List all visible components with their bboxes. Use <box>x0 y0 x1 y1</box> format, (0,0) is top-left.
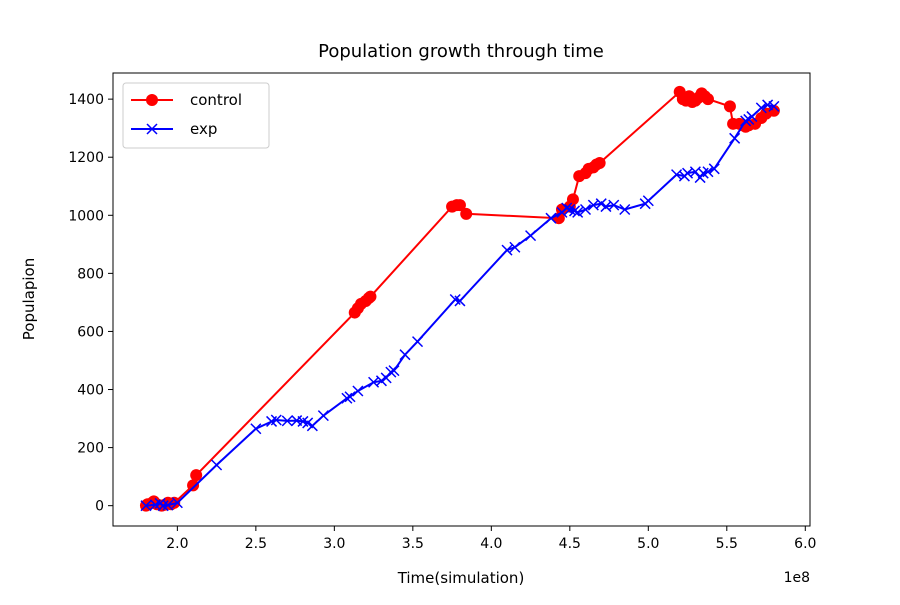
x-tick-label: 2.0 <box>166 536 188 552</box>
y-tick-label: 200 <box>77 441 104 457</box>
data-point-exp <box>525 230 537 242</box>
data-point-exp <box>762 99 774 111</box>
data-point-exp <box>388 365 400 377</box>
data-point-exp <box>454 295 466 307</box>
data-point-exp <box>545 212 557 224</box>
legend-marker-exp <box>146 123 158 135</box>
x-axis-multiplier: 1e8 <box>784 570 810 586</box>
data-point-exp <box>352 385 364 397</box>
data-point-control <box>190 469 203 482</box>
legend-label-control: control <box>190 91 242 109</box>
data-point-exp <box>568 205 581 217</box>
data-point-exp <box>561 202 573 214</box>
data-point-exp <box>729 132 741 144</box>
series-line-exp <box>145 103 775 507</box>
data-point-control <box>593 157 606 170</box>
data-point-exp <box>412 336 424 348</box>
data-point-exp <box>768 100 780 112</box>
x-tick-label: 2.5 <box>245 536 267 552</box>
data-point-exp <box>619 203 631 216</box>
data-point-exp <box>399 349 411 361</box>
data-point-control <box>566 193 579 206</box>
series-control <box>139 85 780 512</box>
legend-marker-control <box>146 94 158 106</box>
x-tick-label: 6.0 <box>794 536 816 552</box>
y-tick-label: 0 <box>95 499 104 515</box>
data-point-exp <box>708 163 720 175</box>
data-point-exp <box>157 500 169 512</box>
data-point-control <box>460 207 473 220</box>
x-axis-label: Time(simulation) <box>397 569 525 587</box>
data-point-exp <box>755 102 767 114</box>
data-point-exp <box>501 244 513 256</box>
y-tick-label: 1000 <box>68 208 104 224</box>
y-axis-label: Populapion <box>20 258 38 340</box>
data-point-control <box>701 93 714 106</box>
series-layer <box>139 85 780 512</box>
data-point-exp <box>162 499 174 511</box>
data-point-exp <box>579 203 592 216</box>
data-point-control <box>187 479 200 492</box>
legend: control exp <box>122 82 270 149</box>
y-tick-label: 600 <box>77 324 104 340</box>
x-tick-label: 5.0 <box>637 536 659 552</box>
data-point-exp <box>642 195 654 207</box>
data-point-control <box>723 100 736 113</box>
data-point-exp <box>702 166 714 178</box>
y-tick-label: 1400 <box>68 92 104 108</box>
series-exp <box>140 99 780 512</box>
y-axis: 0 200 400 600 800 1000 1200 1400 <box>68 92 113 515</box>
data-point-exp <box>211 459 223 471</box>
x-tick-label: 4.5 <box>559 536 581 552</box>
data-point-exp <box>740 115 752 127</box>
data-point-control <box>453 199 466 212</box>
data-point-exp <box>281 415 293 427</box>
data-point-exp <box>385 366 397 378</box>
data-point-control <box>364 290 377 303</box>
data-point-exp <box>608 199 620 211</box>
x-axis: 2.0 2.5 3.0 3.5 4.0 4.5 5.0 5.5 6.0 <box>166 526 816 552</box>
data-point-exp <box>140 500 152 512</box>
legend-label-exp: exp <box>190 120 217 138</box>
data-point-exp <box>171 497 183 509</box>
data-point-exp <box>344 391 356 403</box>
chart-title: Population growth through time <box>318 41 604 62</box>
x-tick-label: 3.0 <box>323 536 345 552</box>
data-point-exp <box>317 410 329 422</box>
plot-area-frame <box>112 72 811 527</box>
x-tick-label: 3.5 <box>402 536 424 552</box>
data-point-exp <box>746 111 758 123</box>
y-tick-label: 800 <box>77 266 104 282</box>
y-tick-label: 1200 <box>68 150 104 166</box>
x-tick-label: 5.5 <box>716 536 738 552</box>
data-point-exp <box>306 420 318 432</box>
data-point-exp <box>509 241 521 253</box>
x-tick-label: 4.0 <box>480 536 502 552</box>
data-point-exp <box>341 392 353 404</box>
y-tick-label: 400 <box>77 383 104 399</box>
data-point-exp <box>572 206 584 218</box>
data-point-exp <box>250 423 262 435</box>
data-point-exp <box>270 414 282 426</box>
